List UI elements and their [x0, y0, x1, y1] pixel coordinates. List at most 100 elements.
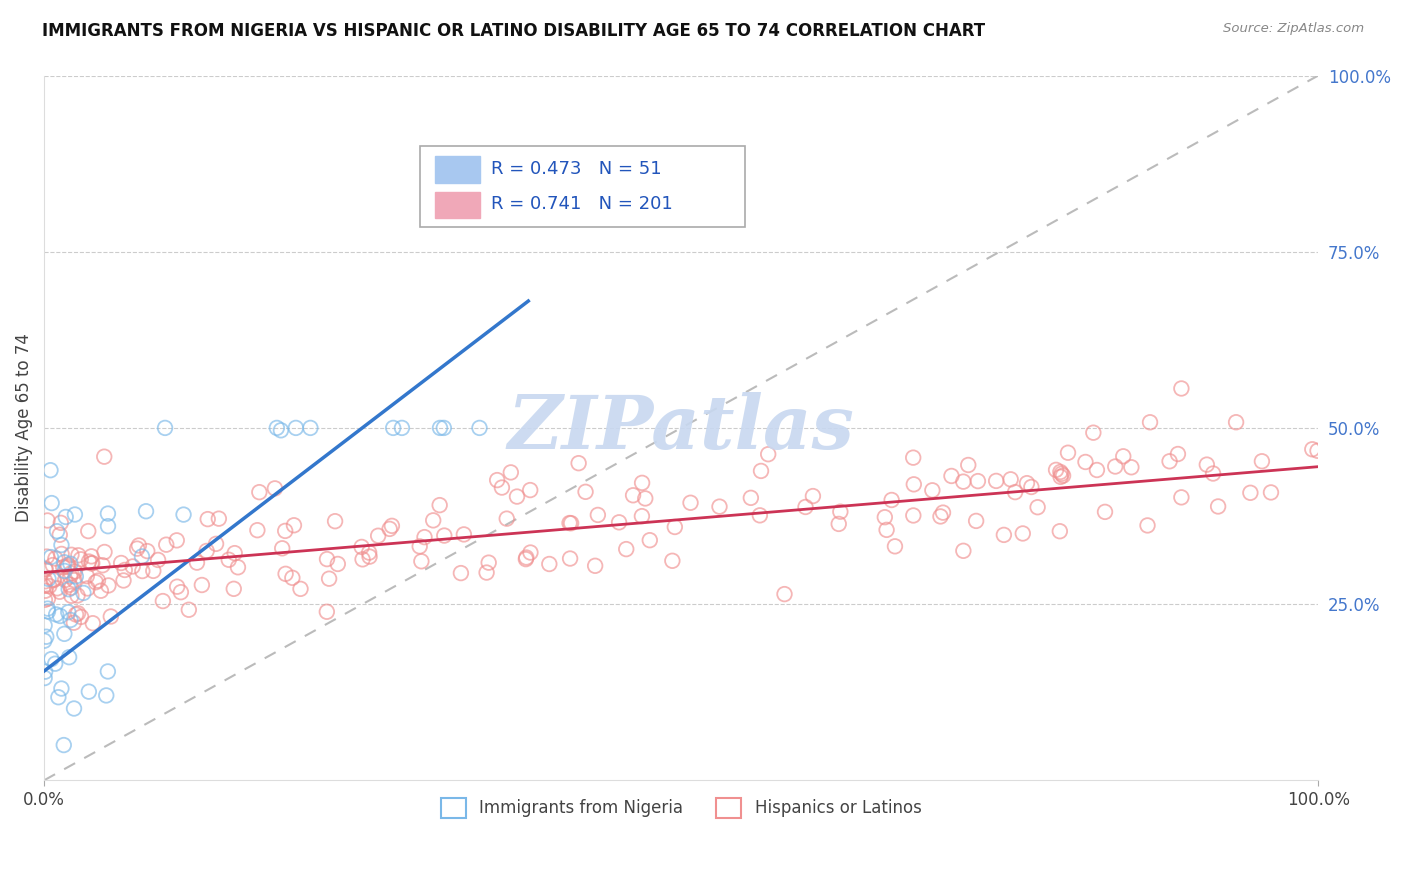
Point: [323, 514, 346, 528]
Point: [53, 627, 76, 641]
Point: [486, 473, 509, 487]
Point: [382, 421, 405, 435]
Point: [993, 528, 1015, 542]
Point: [177, 603, 200, 617]
Point: [271, 541, 294, 556]
Point: [146, 553, 169, 567]
Point: [224, 546, 246, 560]
Point: [77, 684, 100, 698]
Point: [1094, 505, 1116, 519]
Point: [773, 587, 796, 601]
Point: [58, 582, 80, 597]
Point: [63, 565, 86, 579]
Point: [48, 584, 70, 599]
Point: [422, 513, 444, 527]
Point: [1011, 526, 1033, 541]
Point: [80, 557, 103, 571]
Point: [32, 579, 55, 593]
Point: [967, 474, 990, 488]
Point: [142, 564, 165, 578]
Point: [558, 551, 581, 566]
Point: [34, 665, 56, 679]
Point: [921, 483, 943, 498]
Point: [218, 553, 240, 567]
Point: [152, 594, 174, 608]
Point: [1112, 450, 1135, 464]
Point: [93, 450, 115, 464]
Point: [381, 519, 404, 533]
Point: [709, 500, 731, 514]
Point: [205, 537, 228, 551]
Point: [69, 552, 91, 566]
Point: [515, 552, 537, 566]
Point: [1121, 460, 1143, 475]
Point: [1015, 476, 1038, 491]
Point: [409, 540, 432, 554]
Point: [34, 574, 56, 589]
Point: [429, 421, 451, 435]
Point: [558, 516, 581, 530]
Point: [560, 516, 582, 531]
Point: [34, 671, 56, 685]
Point: [1049, 524, 1071, 539]
Point: [1159, 454, 1181, 468]
Point: [468, 421, 491, 435]
Point: [583, 558, 606, 573]
FancyBboxPatch shape: [420, 146, 745, 227]
Point: [1170, 491, 1192, 505]
Point: [429, 498, 451, 512]
Point: [266, 421, 288, 435]
Point: [378, 522, 401, 536]
Point: [91, 558, 114, 573]
Point: [367, 529, 389, 543]
Point: [121, 559, 143, 574]
Point: [475, 566, 498, 580]
Text: R = 0.741   N = 201: R = 0.741 N = 201: [491, 195, 673, 213]
Point: [197, 512, 219, 526]
Point: [208, 511, 231, 525]
Point: [957, 458, 980, 472]
Point: [58, 605, 80, 619]
Point: [136, 544, 159, 558]
Point: [72, 586, 94, 600]
Point: [52, 738, 75, 752]
Point: [1021, 480, 1043, 494]
Point: [76, 569, 98, 583]
Point: [114, 563, 136, 577]
Point: [66, 589, 89, 603]
Point: [1251, 454, 1274, 468]
Point: [96, 689, 118, 703]
Point: [1225, 415, 1247, 429]
Point: [638, 533, 661, 548]
Point: [32, 633, 55, 648]
Point: [53, 555, 76, 569]
Point: [1206, 500, 1229, 514]
Point: [986, 474, 1008, 488]
Point: [1202, 467, 1225, 481]
Point: [34, 618, 56, 632]
Point: [49, 609, 72, 624]
Point: [631, 509, 654, 524]
Point: [519, 483, 541, 497]
Point: [226, 560, 249, 574]
Point: [63, 701, 86, 715]
Point: [749, 464, 772, 478]
Point: [51, 681, 73, 696]
Point: [90, 583, 112, 598]
Point: [93, 545, 115, 559]
Point: [59, 613, 82, 627]
Point: [87, 574, 110, 588]
Point: [880, 493, 903, 508]
Point: [38, 579, 60, 593]
Point: [37, 604, 59, 618]
Point: [153, 421, 176, 435]
Point: [112, 574, 135, 588]
Point: [37, 591, 59, 606]
Point: [63, 508, 86, 522]
Point: [53, 564, 76, 578]
Point: [661, 554, 683, 568]
Point: [173, 508, 195, 522]
Point: [1004, 485, 1026, 500]
Point: [352, 552, 374, 566]
Point: [34, 583, 56, 598]
